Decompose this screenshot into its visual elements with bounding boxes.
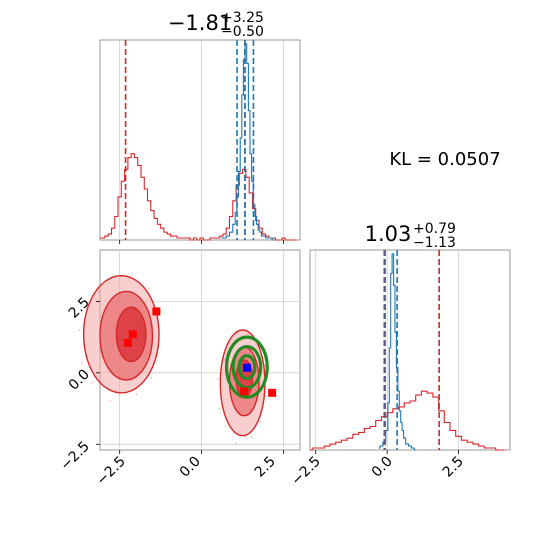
title-sub-bottom-right: −1.13 — [413, 235, 456, 251]
panel-title-top-left: −1.81 — [168, 11, 232, 35]
x-tick-label: 2.5 — [252, 454, 279, 481]
sample-dot — [81, 361, 84, 364]
title-sup-top-left: +3.25 — [221, 10, 264, 26]
marginal-panel-top-left: −1.81 +3.25 −0.50 — [99, 10, 301, 244]
sample-dot — [109, 400, 112, 403]
sample-dot — [224, 425, 227, 428]
marker-red — [240, 387, 249, 396]
title-sub-top-left: −0.50 — [221, 24, 264, 40]
ticks-bottom-right — [315, 450, 459, 454]
x-tick-label: 0.0 — [369, 454, 396, 481]
axes-frame-top-left — [99, 39, 301, 241]
markers-bottom-left — [123, 307, 277, 397]
sample-dot — [235, 442, 237, 445]
marker-red — [123, 338, 132, 347]
quantile-lines-bottom-right — [383, 250, 440, 450]
marker-red — [268, 388, 277, 397]
grid-top-left — [119, 40, 284, 240]
sample-dot — [150, 377, 153, 379]
marker-blue — [242, 363, 251, 372]
quantile-lines-top-left — [124, 40, 255, 240]
histogram-series-0 — [310, 390, 505, 451]
contours-bottom-left — [78, 275, 269, 445]
contour-green-0 — [224, 335, 269, 399]
kl-annotation: KL = 0.0507 — [389, 149, 500, 170]
grid-bottom-right — [315, 250, 459, 450]
sample-dot — [250, 436, 253, 438]
sample-dot — [259, 421, 262, 424]
sample-dot — [91, 381, 93, 384]
sample-dot — [217, 378, 219, 380]
ticks-bottom-left — [96, 301, 285, 454]
sample-dot — [244, 435, 247, 438]
x-tick-label: 2.5 — [440, 454, 467, 481]
sample-dot — [78, 329, 81, 331]
sample-dot — [135, 393, 138, 396]
panel-title-bottom-right: 1.03 — [365, 222, 412, 246]
histogram-series-1 — [221, 43, 274, 241]
x-tick-label: 0.0 — [177, 454, 204, 481]
y-tick-label: 0.0 — [66, 367, 93, 394]
ticks-top-left — [119, 240, 285, 244]
x-tick-label: −2.5 — [288, 454, 323, 489]
marker-red — [128, 330, 137, 339]
sample-dot — [148, 287, 150, 290]
x-tick-labels-bottom-left: −2.5 0.0 2.5 — [93, 454, 278, 489]
contour-green-2 — [237, 354, 257, 381]
joint-panel-bottom-left: −2.5 0.0 2.5 −2.5 0.0 2.5 — [57, 249, 301, 489]
title-sup-bottom-right: +0.79 — [413, 221, 456, 237]
marker-red — [152, 307, 161, 316]
sample-dot — [125, 393, 127, 395]
series-bottom-right — [310, 253, 505, 451]
x-tick-label: −2.5 — [93, 454, 128, 489]
sample-dot — [218, 407, 221, 410]
series-top-left — [100, 43, 297, 241]
marginal-panel-bottom-right: −2.5 0.0 2.5 1.03 +0.79 −1.13 — [288, 221, 511, 489]
histogram-series-0 — [100, 153, 297, 241]
axes-frame-bottom-right — [309, 249, 511, 451]
y-tick-label: −2.5 — [57, 439, 92, 474]
x-tick-labels-bottom-right: −2.5 0.0 2.5 — [288, 454, 466, 489]
